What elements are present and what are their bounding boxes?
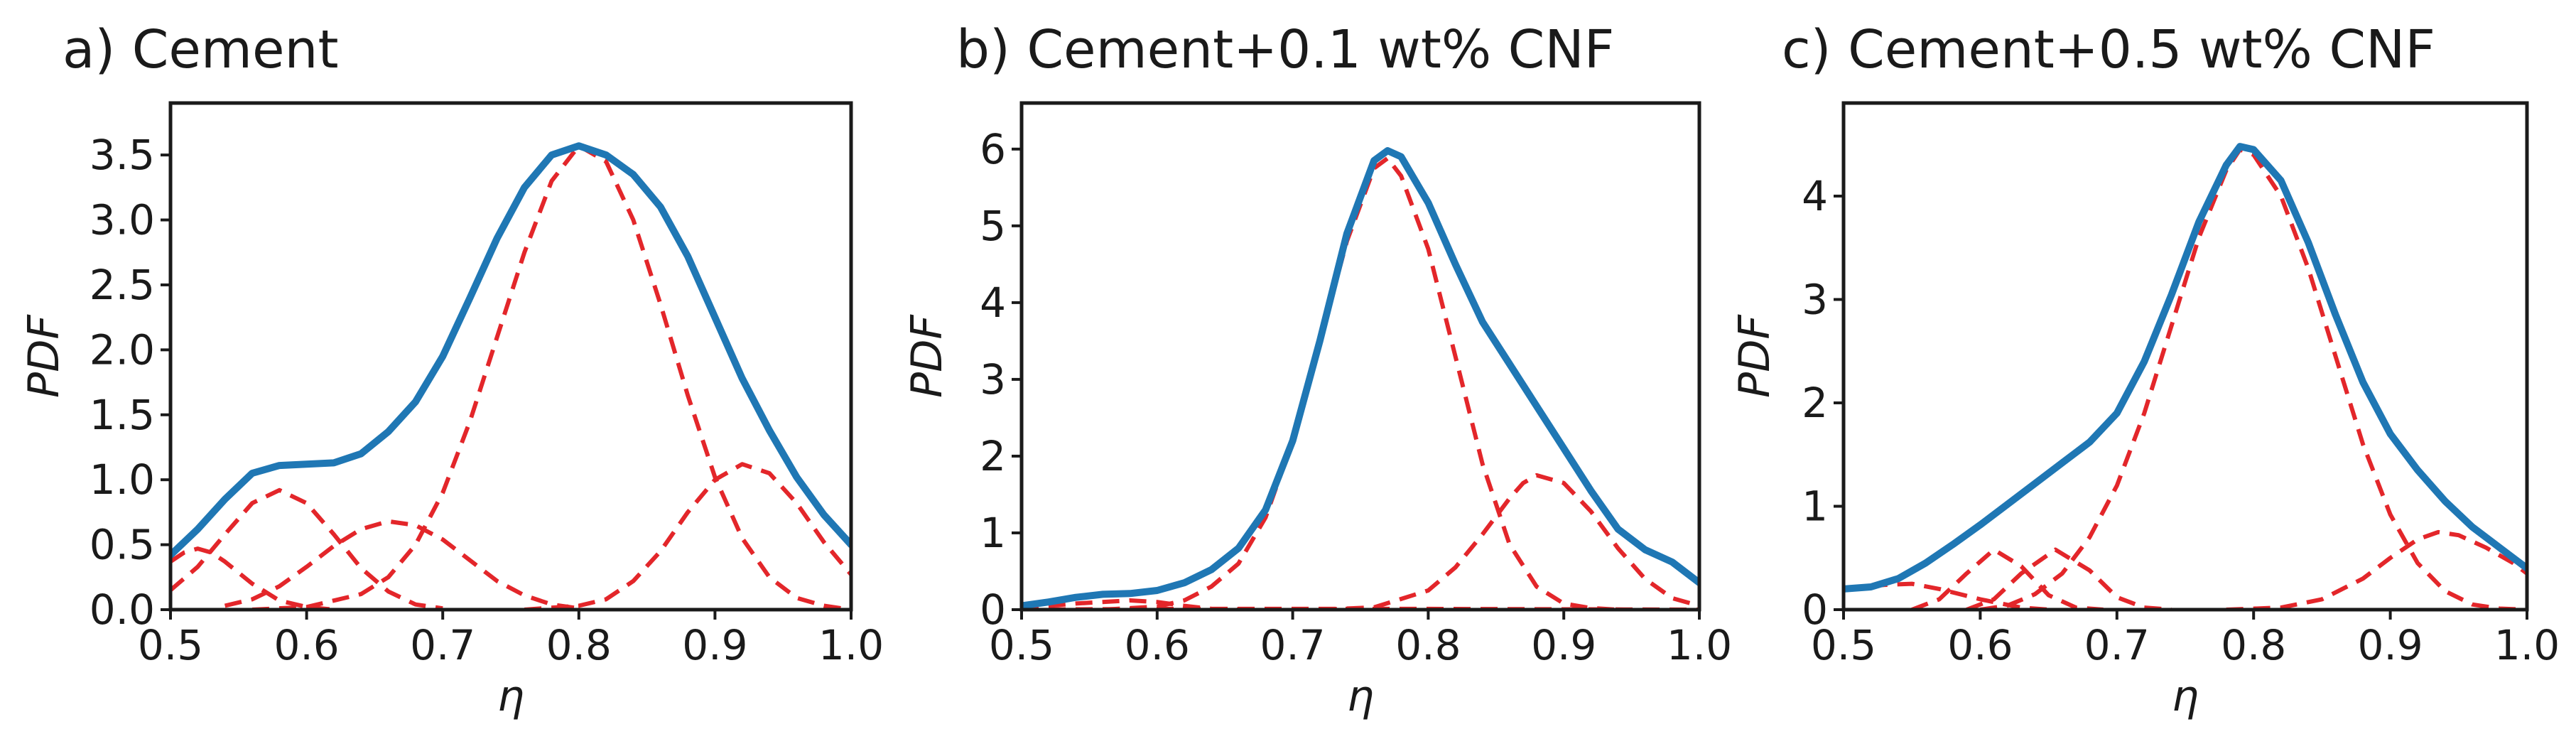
series-component-5-line bbox=[524, 462, 851, 610]
y-tick-label: 0 bbox=[980, 585, 1006, 634]
plot-frame bbox=[168, 101, 853, 612]
series-component-3-line bbox=[1966, 547, 2172, 610]
x-tick-label: 0.9 bbox=[682, 621, 747, 669]
x-tick-label: 0.7 bbox=[1260, 621, 1325, 669]
panel-title: c) Cement+0.5 wt% CNF bbox=[1782, 19, 2435, 80]
y-tick-label: 1 bbox=[980, 509, 1006, 557]
series-component-2-line bbox=[1911, 547, 2104, 610]
panel-title: b) Cement+0.1 wt% CNF bbox=[956, 19, 1614, 80]
x-axis-label: η bbox=[1347, 671, 1374, 721]
y-axis-label: PDF bbox=[1730, 314, 1780, 398]
x-tick-label: 0.5 bbox=[1811, 621, 1876, 669]
y-tick-label: 6 bbox=[980, 125, 1006, 173]
y-axis-label: PDF bbox=[19, 314, 69, 398]
x-tick-label: 1.0 bbox=[2494, 621, 2560, 669]
y-tick-label: 0.0 bbox=[90, 585, 155, 634]
x-tick-label: 0.5 bbox=[989, 621, 1054, 669]
y-tick-label: 1.5 bbox=[90, 391, 155, 439]
series-component-2-line bbox=[171, 487, 443, 610]
series-component-5-line bbox=[2226, 529, 2527, 610]
y-tick-label: 2.0 bbox=[90, 325, 155, 374]
x-axis-label: η bbox=[2172, 671, 2199, 721]
y-tick-label: 4 bbox=[980, 279, 1006, 327]
series-total-line bbox=[171, 142, 851, 559]
y-axis-label: PDF bbox=[902, 314, 952, 398]
y-tick-label: 2.5 bbox=[90, 261, 155, 309]
x-tick-label: 0.5 bbox=[138, 621, 203, 669]
x-tick-label: 0.6 bbox=[1125, 621, 1190, 669]
series-component-2-line bbox=[1103, 156, 1618, 610]
x-tick-label: 0.8 bbox=[1395, 621, 1461, 669]
y-tick-label: 0.5 bbox=[90, 521, 155, 569]
x-tick-label: 0.8 bbox=[2221, 621, 2286, 669]
series-component-1-line bbox=[171, 546, 335, 610]
plot-frame bbox=[1019, 101, 1701, 612]
y-tick-label: 2 bbox=[1802, 379, 1828, 427]
y-tick-label: 3.0 bbox=[90, 196, 155, 244]
y-tick-label: 4 bbox=[1802, 172, 1828, 220]
series-component-3-line bbox=[1319, 473, 1699, 610]
series-total-line bbox=[1022, 147, 1699, 610]
x-tick-label: 0.8 bbox=[546, 621, 612, 669]
x-tick-label: 0.6 bbox=[274, 621, 339, 669]
y-tick-label: 5 bbox=[980, 202, 1006, 250]
x-tick-label: 0.9 bbox=[1531, 621, 1596, 669]
series-component-4-line bbox=[251, 144, 851, 610]
plot-frame bbox=[1841, 101, 2529, 612]
y-tick-label: 3 bbox=[1802, 275, 1828, 323]
x-tick-label: 0.7 bbox=[410, 621, 475, 669]
x-tick-label: 1.0 bbox=[1667, 621, 1732, 669]
x-tick-label: 0.7 bbox=[2084, 621, 2150, 669]
chart-panel-3: c) Cement+0.5 wt% CNF 0.5 0.6 0.7 0.8 0.9 1.0 0… bbox=[1730, 19, 2560, 721]
x-tick-label: 0.6 bbox=[1947, 621, 2013, 669]
series-component-3-line bbox=[224, 519, 580, 610]
series-component-4-line bbox=[1979, 147, 2527, 610]
panel-title: a) Cement bbox=[63, 19, 338, 80]
x-tick-label: 1.0 bbox=[818, 621, 884, 669]
series-total-line bbox=[1844, 143, 2527, 593]
y-tick-label: 3 bbox=[980, 355, 1006, 404]
y-tick-label: 0 bbox=[1802, 585, 1828, 634]
y-tick-label: 2 bbox=[980, 432, 1006, 480]
chart-panel-2: b) Cement+0.1 wt% CNF 0.5 0.6 0.7 0.8 0.9 1.0 0… bbox=[902, 19, 1732, 721]
y-tick-label: 1.0 bbox=[90, 455, 155, 504]
x-tick-label: 0.9 bbox=[2357, 621, 2423, 669]
x-axis-label: η bbox=[497, 671, 524, 721]
y-tick-label: 3.5 bbox=[90, 131, 155, 179]
y-tick-label: 1 bbox=[1802, 482, 1828, 530]
